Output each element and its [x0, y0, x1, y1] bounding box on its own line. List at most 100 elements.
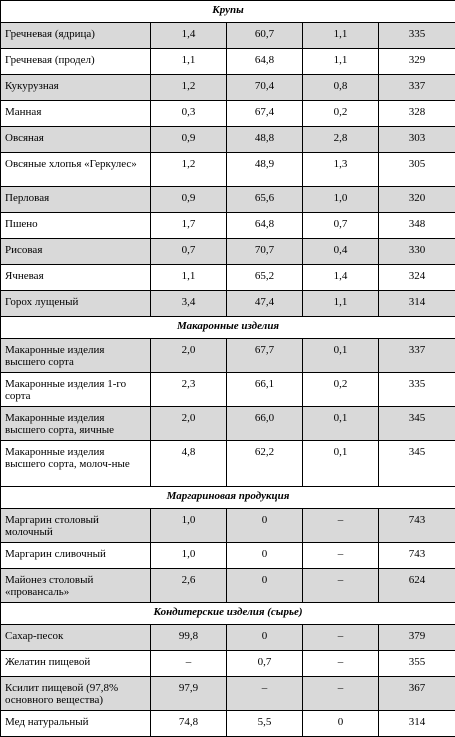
section-title: Крупы	[1, 1, 455, 23]
table-row: Желатин пищевой – 0,7 – 355	[1, 651, 455, 677]
table-row: Гречневая (продел) 1,1 64,8 1,1 329	[1, 49, 455, 75]
value-cell: 743	[379, 543, 455, 569]
table-row: Рисовая 0,7 70,7 0,4 330	[1, 239, 455, 265]
product-name: Ячневая	[1, 265, 151, 291]
value-cell: 97,9	[151, 677, 227, 711]
value-cell: 1,4	[151, 23, 227, 49]
product-name: Гречневая (продел)	[1, 49, 151, 75]
table-row: Горох лущеный 3,4 47,4 1,1 314	[1, 291, 455, 317]
table-row: Майонез столовый «провансаль» 2,6 0 – 62…	[1, 569, 455, 603]
product-name: Маргарин столовый молочный	[1, 509, 151, 543]
value-cell: 70,7	[227, 239, 303, 265]
product-name: Кукурузная	[1, 75, 151, 101]
product-name: Рисовая	[1, 239, 151, 265]
value-cell: 743	[379, 509, 455, 543]
value-cell: 0	[227, 625, 303, 651]
value-cell: –	[303, 569, 379, 603]
value-cell: 66,0	[227, 407, 303, 441]
value-cell: 2,8	[303, 127, 379, 153]
value-cell: 624	[379, 569, 455, 603]
value-cell: 328	[379, 101, 455, 127]
value-cell: 337	[379, 339, 455, 373]
table-row: Маргарин сливочный 1,0 0 – 743	[1, 543, 455, 569]
value-cell: 324	[379, 265, 455, 291]
value-cell: 0,7	[303, 213, 379, 239]
product-name: Ксилит пищевой (97,8% основного вещества…	[1, 677, 151, 711]
table-row: Манная 0,3 67,4 0,2 328	[1, 101, 455, 127]
section-title: Макаронные изделия	[1, 317, 455, 339]
table-row: Кукурузная 1,2 70,4 0,8 337	[1, 75, 455, 101]
section-header-krupy: Крупы	[1, 1, 455, 23]
value-cell: 48,8	[227, 127, 303, 153]
table-row: Пшено 1,7 64,8 0,7 348	[1, 213, 455, 239]
value-cell: 2,6	[151, 569, 227, 603]
value-cell: 367	[379, 677, 455, 711]
value-cell: 5,5	[227, 711, 303, 737]
value-cell: –	[303, 509, 379, 543]
value-cell: 0,7	[227, 651, 303, 677]
value-cell: 1,3	[303, 153, 379, 187]
value-cell: 330	[379, 239, 455, 265]
table-row: Ксилит пищевой (97,8% основного вещества…	[1, 677, 455, 711]
value-cell: 66,1	[227, 373, 303, 407]
product-name: Манная	[1, 101, 151, 127]
value-cell: 2,0	[151, 407, 227, 441]
value-cell: –	[227, 677, 303, 711]
table-row: Овсяная 0,9 48,8 2,8 303	[1, 127, 455, 153]
value-cell: 48,9	[227, 153, 303, 187]
value-cell: 0,8	[303, 75, 379, 101]
table-row: Макаронные изделия высшего сорта 2,0 67,…	[1, 339, 455, 373]
product-name: Мед натуральный	[1, 711, 151, 737]
value-cell: 1,1	[151, 265, 227, 291]
value-cell: 65,6	[227, 187, 303, 213]
value-cell: 67,7	[227, 339, 303, 373]
value-cell: 1,0	[151, 543, 227, 569]
product-name: Овсяные хлопья «Геркулес»	[1, 153, 151, 187]
value-cell: 345	[379, 441, 455, 487]
product-name: Майонез столовый «провансаль»	[1, 569, 151, 603]
value-cell: 0	[303, 711, 379, 737]
table-row: Маргарин столовый молочный 1,0 0 – 743	[1, 509, 455, 543]
value-cell: 4,8	[151, 441, 227, 487]
value-cell: 0	[227, 543, 303, 569]
value-cell: 1,1	[303, 49, 379, 75]
value-cell: 74,8	[151, 711, 227, 737]
product-name: Сахар-песок	[1, 625, 151, 651]
product-name: Перловая	[1, 187, 151, 213]
value-cell: 2,0	[151, 339, 227, 373]
value-cell: 355	[379, 651, 455, 677]
product-name: Макаронные изделия 1-го сорта	[1, 373, 151, 407]
product-name: Макаронные изделия высшего сорта, яичные	[1, 407, 151, 441]
value-cell: 0,1	[303, 339, 379, 373]
value-cell: 1,1	[303, 291, 379, 317]
value-cell: 1,0	[303, 187, 379, 213]
product-name: Пшено	[1, 213, 151, 239]
value-cell: 1,7	[151, 213, 227, 239]
value-cell: 1,0	[151, 509, 227, 543]
table-row: Сахар-песок 99,8 0 – 379	[1, 625, 455, 651]
value-cell: 305	[379, 153, 455, 187]
value-cell: 64,8	[227, 213, 303, 239]
section-header-makaronnye: Макаронные изделия	[1, 317, 455, 339]
value-cell: 379	[379, 625, 455, 651]
product-name: Желатин пищевой	[1, 651, 151, 677]
value-cell: 64,8	[227, 49, 303, 75]
value-cell: 348	[379, 213, 455, 239]
value-cell: 70,4	[227, 75, 303, 101]
value-cell: 47,4	[227, 291, 303, 317]
value-cell: 0	[227, 569, 303, 603]
value-cell: 2,3	[151, 373, 227, 407]
product-name: Гречневая (ядрица)	[1, 23, 151, 49]
table-row: Макаронные изделия высшего сорта, яичные…	[1, 407, 455, 441]
value-cell: 0,9	[151, 187, 227, 213]
value-cell: 314	[379, 711, 455, 737]
value-cell: 62,2	[227, 441, 303, 487]
value-cell: 335	[379, 23, 455, 49]
value-cell: 1,2	[151, 75, 227, 101]
value-cell: 3,4	[151, 291, 227, 317]
value-cell: 99,8	[151, 625, 227, 651]
value-cell: 0,9	[151, 127, 227, 153]
value-cell: 1,1	[303, 23, 379, 49]
table-row: Овсяные хлопья «Геркулес» 1,2 48,9 1,3 3…	[1, 153, 455, 187]
